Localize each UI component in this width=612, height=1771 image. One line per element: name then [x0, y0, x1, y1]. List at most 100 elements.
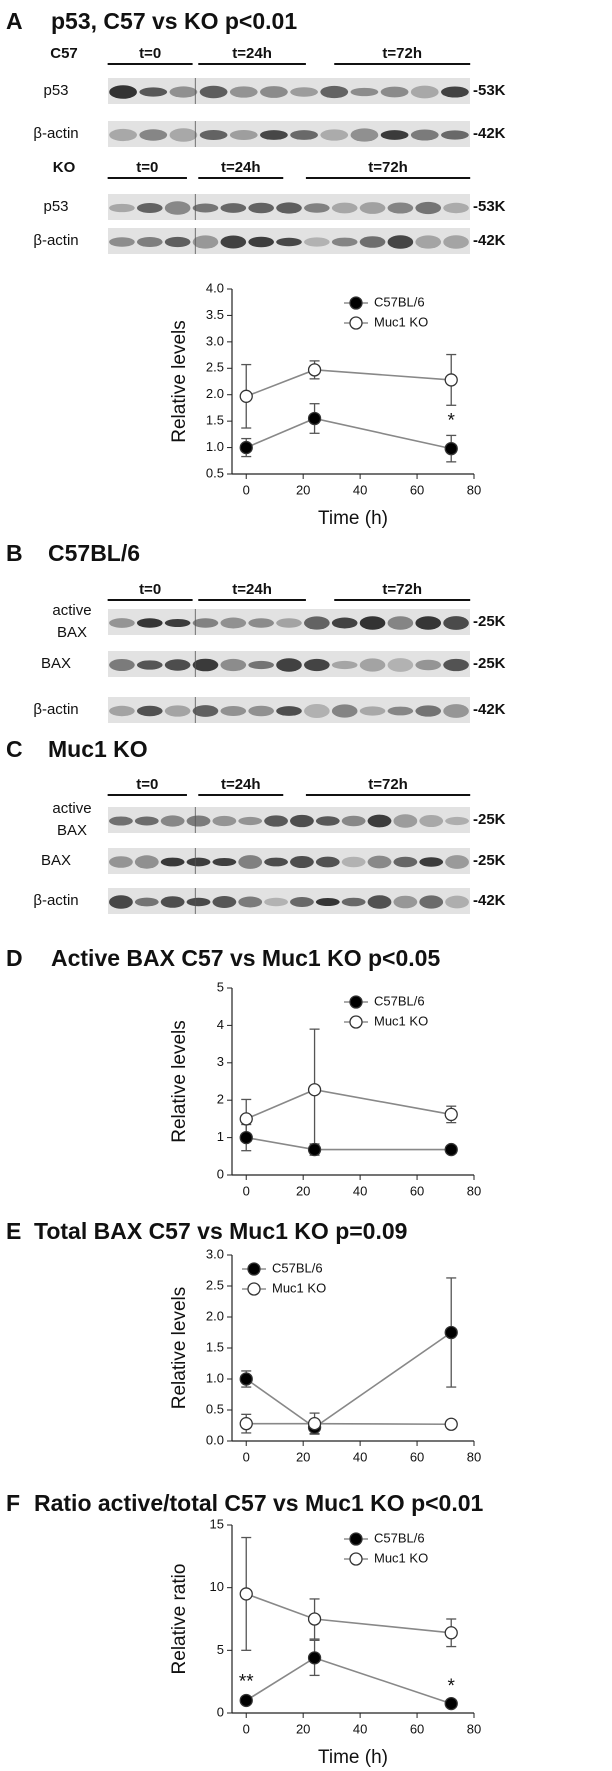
y-tick-label: 0.5 — [206, 465, 224, 480]
data-point — [444, 373, 458, 387]
x-tick-label: 40 — [353, 1449, 367, 1464]
timepoint: t=24h — [232, 45, 272, 62]
data-point — [307, 1142, 322, 1157]
data-point — [444, 1696, 458, 1711]
x-tick-label: 0 — [243, 1449, 250, 1464]
timepoint: t=72h — [368, 159, 408, 176]
series-line — [246, 1422, 452, 1426]
blot-band — [331, 237, 358, 247]
x-tick-label: 20 — [296, 1183, 310, 1198]
blot-band — [109, 618, 135, 628]
size-marker: -42K — [473, 701, 506, 718]
y-tick-label: 5 — [217, 979, 224, 994]
data-point — [239, 1112, 253, 1126]
blot-band — [248, 202, 274, 214]
blot-band — [441, 130, 469, 140]
timepoint: t=0 — [139, 581, 161, 598]
size-marker: -25K — [473, 811, 506, 828]
blot-band — [367, 895, 392, 909]
series-line — [245, 1593, 452, 1634]
y-tick-label: 2 — [217, 1092, 224, 1107]
y-tick-label: 0.0 — [206, 1432, 224, 1447]
y-tick-label: 2.5 — [206, 1277, 224, 1292]
data-point — [239, 1372, 253, 1386]
panel-title: Ratio active/total C57 vs Muc1 KO p<0.01 — [34, 1490, 484, 1516]
size-marker: -42K — [473, 892, 506, 909]
blot-label: BAX — [57, 822, 87, 839]
x-tick-label: 60 — [410, 482, 424, 497]
series-line — [245, 1331, 452, 1429]
panel-letter: F — [6, 1490, 20, 1516]
blot-band — [443, 704, 469, 718]
blot-band — [220, 203, 247, 213]
data-point — [239, 389, 253, 403]
x-axis-label: Time (h) — [318, 1747, 388, 1768]
x-tick-label: 80 — [467, 482, 481, 497]
blot-band — [139, 87, 168, 97]
blot-band — [164, 201, 191, 215]
panel-title: Total BAX C57 vs Muc1 KO p=0.09 — [34, 1218, 407, 1244]
blot-band — [160, 896, 185, 908]
blot-band — [248, 618, 274, 628]
blot-band — [315, 897, 340, 907]
x-tick-label: 0 — [243, 1721, 250, 1736]
blot-band — [238, 896, 263, 908]
blot-band — [320, 129, 349, 141]
timepoint: t=0 — [136, 776, 158, 793]
blot-band — [136, 705, 163, 717]
blot-band — [387, 202, 414, 214]
y-tick-label: 0 — [217, 1166, 224, 1181]
data-point — [444, 1107, 458, 1122]
legend-label: C57BL/6 — [272, 1260, 323, 1275]
blot-band — [304, 616, 330, 630]
blot-label: p53 — [43, 82, 68, 99]
blot-band — [109, 237, 135, 247]
blot-band — [331, 202, 358, 214]
blot-band — [276, 202, 302, 214]
blot-band — [186, 857, 211, 867]
blot-band — [139, 129, 168, 141]
blot-band — [315, 816, 340, 826]
x-tick-label: 80 — [467, 1183, 481, 1198]
panel-letter: D — [6, 945, 23, 971]
blot-band — [380, 130, 409, 140]
blot-band — [264, 815, 288, 827]
blot-band — [164, 659, 191, 671]
blot-band — [350, 87, 379, 97]
blot-band — [367, 855, 392, 869]
series-line — [246, 1136, 452, 1151]
x-tick-label: 40 — [353, 1721, 367, 1736]
timepoint: t=24h — [221, 776, 261, 793]
size-marker: -42K — [473, 125, 506, 142]
y-tick-label: 4.0 — [206, 280, 224, 295]
blot-label: BAX — [57, 624, 87, 641]
x-tick-label: 20 — [296, 482, 310, 497]
blot-band — [134, 855, 159, 869]
blot-band — [169, 86, 198, 98]
blot-band — [136, 660, 163, 670]
y-tick-label: 4 — [217, 1017, 224, 1032]
blot-band — [304, 203, 330, 213]
x-axis-label: Time (h) — [318, 508, 388, 529]
blot-band — [192, 705, 219, 717]
data-point — [307, 1083, 322, 1097]
blot-band — [276, 706, 302, 716]
panel-letter: B — [6, 540, 23, 566]
blot-band — [393, 895, 418, 909]
blot-band — [248, 705, 274, 717]
blot-band — [220, 658, 247, 672]
blot-band — [136, 618, 163, 628]
x-tick-label: 40 — [353, 1183, 367, 1198]
size-marker: -25K — [473, 613, 506, 630]
blot-band — [192, 235, 219, 249]
y-tick-label: 15 — [210, 1516, 224, 1531]
data-point — [307, 363, 322, 377]
blot-label: active — [52, 602, 91, 619]
data-point — [239, 1587, 253, 1601]
panel-letter: A — [6, 8, 23, 34]
blot-band — [109, 85, 137, 99]
blot-band — [367, 814, 392, 828]
timepoint: t=72h — [382, 581, 422, 598]
y-tick-label: 1.5 — [206, 413, 224, 428]
